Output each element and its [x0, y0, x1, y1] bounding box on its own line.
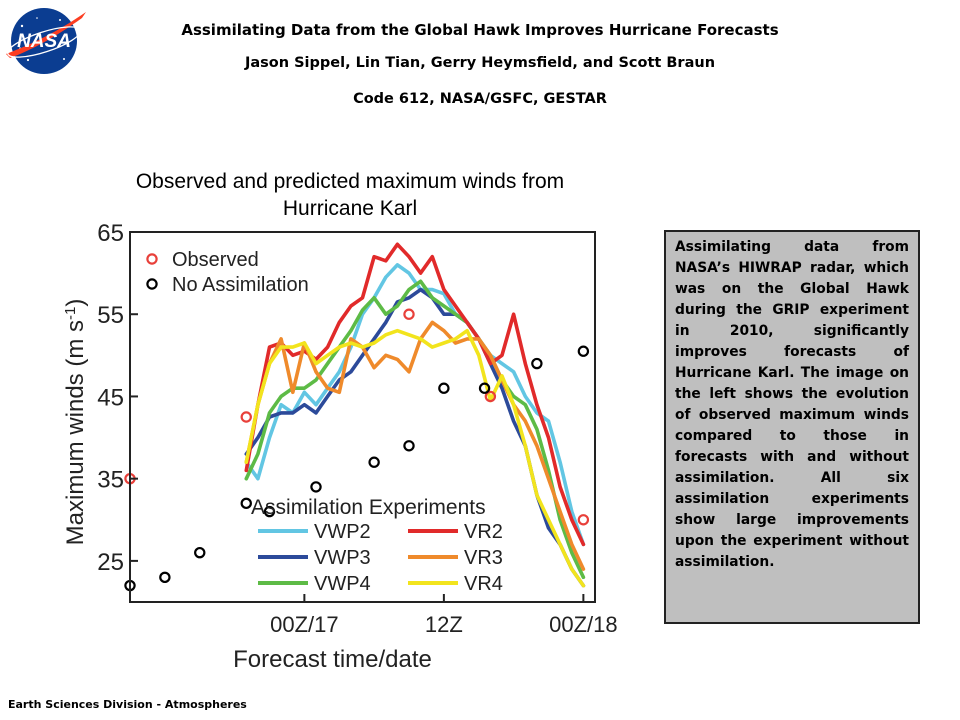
page-title: Assimilating Data from the Global Hawk I…: [181, 21, 779, 39]
legend-label-observed: Observed: [172, 249, 259, 271]
description-text: Assimilating data from NASA’s HIWRAP rad…: [675, 239, 909, 570]
legend-title: Assimilation Experiments: [251, 496, 486, 519]
footer: Earth Sciences Division - Atmospheres: [8, 698, 247, 711]
observed-point: [403, 308, 415, 320]
nasa-logo: NASA: [2, 4, 90, 76]
series-line-vwp2: [244, 263, 586, 547]
y-tick-label: 35: [97, 467, 124, 494]
y-tick-label: 65: [97, 222, 124, 247]
y-axis-label-exponent: -1: [62, 307, 79, 320]
x-tick-label: 12Z: [425, 612, 463, 637]
legend-label-vwp3: VWP3: [314, 547, 371, 569]
legend-label-no-assimilation: No Assimilation: [172, 274, 309, 296]
observed-point: [240, 411, 252, 423]
wind-chart: 25 35 45 55 65 00Z/17 12Z 00Z/18 Forecast time/d…: [62, 222, 618, 672]
no-assimilation-point: [403, 440, 415, 452]
x-axis-label: Forecast time/date: [233, 646, 432, 672]
no-assimilation-point: [240, 497, 252, 510]
authors: Jason Sippel, Lin Tian, Gerry Heymsfield…: [244, 55, 716, 71]
y-tick-label: 55: [97, 302, 124, 329]
chart-title: Observed and predicted maximum winds fro…: [135, 170, 565, 220]
plot-frame: [129, 231, 596, 603]
y-tick-label: 45: [97, 384, 124, 411]
affiliation: Code 612, NASA/GSFC, GESTAR: [353, 91, 607, 107]
series-line-vr3: [244, 320, 586, 571]
legend-label-vr4: VR4: [464, 573, 503, 595]
no-assimilation-point: [310, 481, 322, 493]
observed-point: [577, 514, 590, 526]
no-assimilation-point: [368, 456, 380, 468]
no-assimilation-point: [263, 505, 276, 518]
no-assimilation-point: [577, 345, 590, 357]
y-axis-label: Maximum winds (m s-1): [62, 299, 90, 546]
x-tick-label: 00Z/17: [270, 612, 339, 637]
y-tick-label: 25: [97, 549, 124, 576]
no-assimilation-point: [194, 546, 206, 559]
legend-marker-no-assimilation: [146, 278, 158, 290]
y-axis-label-close: ): [62, 299, 89, 307]
x-tick-label: 00Z/18: [549, 612, 618, 637]
no-assimilation-point: [478, 382, 491, 394]
legend-label-vr3: VR3: [464, 547, 503, 569]
no-assimilation-point: [159, 571, 171, 584]
description-box: Assimilating data from NASA’s HIWRAP rad…: [664, 230, 920, 624]
no-assimilation-point: [531, 357, 543, 370]
legend-label-vr2: VR2: [464, 521, 503, 543]
legend-label-vwp4: VWP4: [314, 573, 371, 595]
legend-marker-observed: [146, 253, 158, 265]
series-line-vwp4: [244, 279, 586, 580]
observed-point: [484, 390, 497, 403]
series-line-vr4: [244, 328, 586, 588]
legend-label-vwp2: VWP2: [314, 521, 371, 543]
no-assimilation-point: [438, 382, 450, 394]
